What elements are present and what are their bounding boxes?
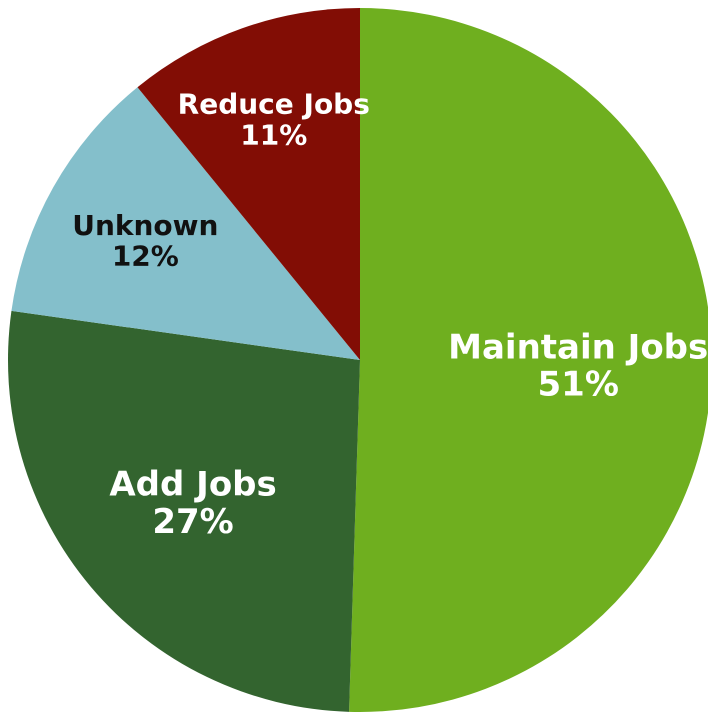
slice-value-unknown: 12% — [112, 240, 179, 273]
pie-slice-maintain-jobs — [349, 8, 708, 712]
slice-value-add-jobs: 27% — [152, 502, 233, 542]
pie-slice-reduce-jobs — [137, 8, 360, 360]
slice-label-maintain-jobs: Maintain Jobs — [448, 327, 708, 367]
slice-label-unknown: Unknown — [72, 209, 218, 242]
slices-layer — [7, 8, 708, 712]
pie-slice-unknown — [11, 87, 360, 360]
slice-value-reduce-jobs: 11% — [240, 119, 307, 152]
slice-label-reduce-jobs: Reduce Jobs — [178, 88, 370, 121]
slice-value-maintain-jobs: 51% — [538, 365, 619, 405]
pie-slice-add-jobs — [7, 310, 361, 712]
slice-label-add-jobs: Add Jobs — [109, 464, 276, 504]
